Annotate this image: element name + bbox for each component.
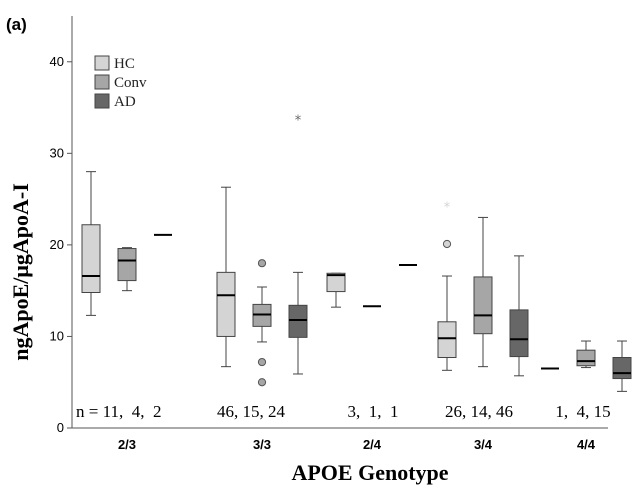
outlier-point (257, 357, 267, 367)
x-axis: 2/3 3/3 2/4 3/4 4/4 (72, 427, 608, 452)
extreme-point: * (444, 200, 451, 215)
y-tick-label: 10 (50, 328, 64, 343)
iqr-box (117, 248, 137, 282)
n-label: 46, 15, 24 (217, 402, 286, 421)
n-label: 1, 4, 15 (555, 402, 610, 421)
n-label: n = 11, 4, 2 (76, 402, 161, 421)
y-axis-title: ngApoE/μgApoA-I (8, 183, 33, 361)
n-label: 26, 14, 46 (445, 402, 513, 421)
box-conv-3-4 (473, 216, 493, 368)
legend-label-ad: AD (114, 94, 136, 110)
panel-label: (a) (6, 15, 27, 34)
box-hc-3-4: * (437, 200, 457, 371)
legend-label-conv: Conv (114, 75, 147, 91)
y-tick-label: 40 (50, 54, 64, 69)
category-label: 2/4 (363, 437, 382, 452)
category-label: 3/3 (253, 437, 271, 452)
outlier-point (257, 259, 267, 268)
n-label: 3, 1, 1 (348, 402, 399, 421)
iqr-box (288, 304, 308, 338)
iqr-box (509, 309, 529, 358)
category-label: 3/4 (474, 437, 493, 452)
iqr-box (612, 357, 632, 380)
box-ad-3-3: * (288, 113, 308, 375)
y-tick-label: 30 (50, 145, 64, 160)
plot-area: ** (81, 113, 632, 392)
y-tick-label: 20 (50, 237, 64, 252)
iqr-box (576, 349, 596, 367)
box-ad-3-4 (509, 255, 529, 377)
extreme-point: * (295, 113, 302, 128)
box-ad-4-4 (612, 340, 632, 392)
sample-size-labels: n = 11, 4, 2 46, 15, 24 3, 1, 1 26, 14, 46 1… (76, 402, 611, 421)
y-tick-label: 0 (57, 420, 64, 435)
box-conv-4-4 (576, 340, 596, 369)
category-label: 4/4 (577, 437, 596, 452)
iqr-box (216, 271, 236, 337)
box-hc-2-4 (326, 272, 346, 308)
iqr-box (326, 272, 346, 293)
y-axis: 0 10 20 30 40 (50, 16, 73, 435)
outlier-point (257, 378, 267, 387)
x-axis-title: APOE Genotype (291, 460, 448, 485)
box-hc-3-3 (216, 186, 236, 368)
legend-swatch-hc (94, 55, 110, 71)
iqr-box (473, 276, 493, 335)
category-label: 2/3 (118, 437, 136, 452)
box-hc-2-3 (81, 171, 101, 316)
box-conv-3-3 (252, 259, 272, 387)
outlier-point (442, 239, 452, 249)
iqr-box (81, 224, 101, 293)
box-conv-2-3 (117, 247, 137, 292)
legend: HC Conv AD (94, 55, 147, 110)
iqr-box (437, 321, 457, 359)
legend-swatch-ad (94, 93, 110, 109)
legend-swatch-conv (94, 74, 110, 90)
legend-label-hc: HC (114, 56, 135, 72)
